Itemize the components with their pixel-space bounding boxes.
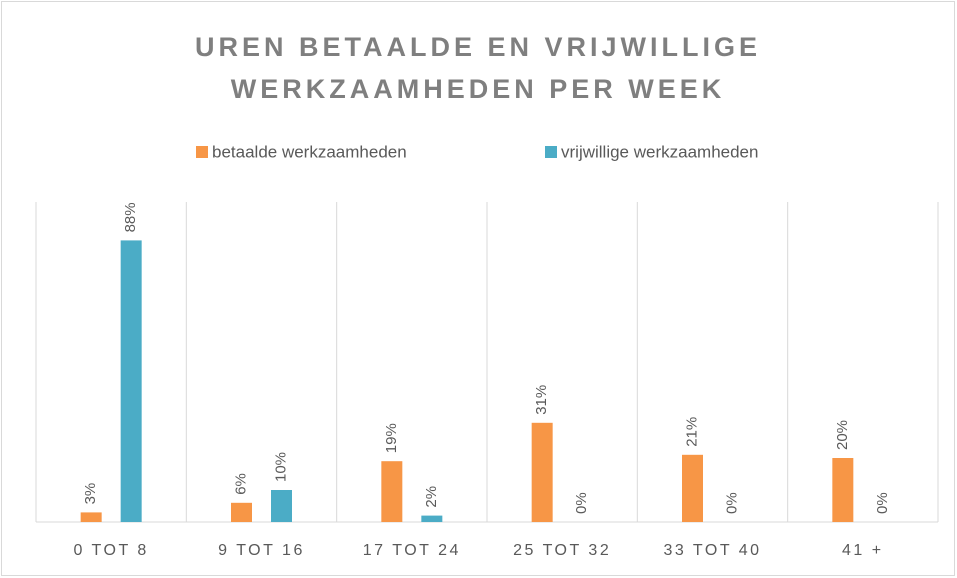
data-label: 0% bbox=[723, 492, 740, 514]
chart-title: UREN BETAALDE EN VRIJWILLIGE bbox=[195, 32, 761, 62]
x-tick-label: 0 TOT 8 bbox=[74, 542, 149, 559]
data-label: 88% bbox=[122, 202, 139, 232]
bar bbox=[381, 461, 403, 522]
x-tick-label: 17 TOT 24 bbox=[363, 542, 461, 559]
legend-swatch bbox=[196, 146, 208, 158]
chart-title: WERKZAAMHEDEN PER WEEK bbox=[231, 74, 726, 104]
x-tick-label: 41 + bbox=[842, 542, 884, 559]
bar bbox=[531, 422, 553, 522]
data-label: 10% bbox=[272, 452, 289, 482]
data-label: 19% bbox=[383, 423, 400, 453]
bar bbox=[120, 240, 142, 522]
x-tick-label: 33 TOT 40 bbox=[663, 542, 761, 559]
legend-swatch bbox=[545, 146, 557, 158]
data-label: 3% bbox=[82, 483, 99, 505]
bar bbox=[832, 458, 854, 522]
data-label: 0% bbox=[573, 492, 590, 514]
data-label: 20% bbox=[834, 420, 851, 450]
data-label: 21% bbox=[683, 417, 700, 447]
legend-label: vrijwillige werkzaamheden bbox=[561, 142, 758, 161]
data-label: 2% bbox=[423, 486, 440, 508]
x-tick-label: 9 TOT 16 bbox=[218, 542, 305, 559]
data-label: 31% bbox=[533, 385, 550, 415]
bar bbox=[682, 454, 703, 522]
bar bbox=[271, 490, 292, 522]
bar bbox=[231, 502, 252, 522]
legend-label: betaalde werkzaamheden bbox=[212, 142, 407, 161]
data-label: 6% bbox=[232, 473, 249, 495]
bar bbox=[80, 512, 102, 522]
data-label: 0% bbox=[874, 492, 891, 514]
bar bbox=[421, 515, 443, 522]
x-tick-label: 25 TOT 32 bbox=[513, 542, 611, 559]
